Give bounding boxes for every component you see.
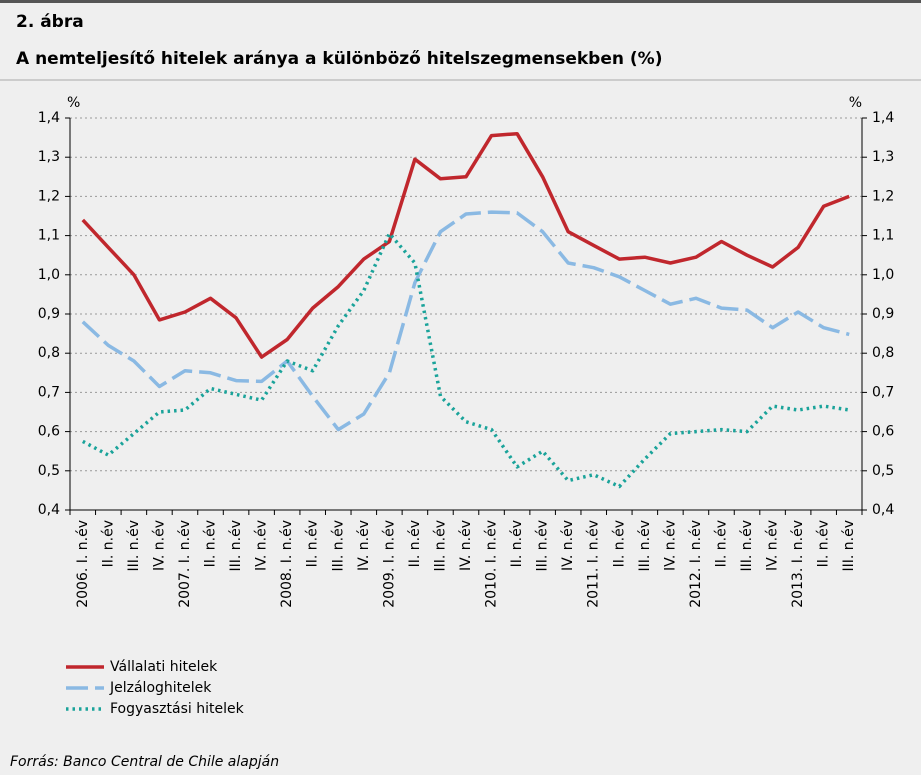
y2-tick-label: 0,6 — [872, 424, 894, 440]
x-tick-label: II. n.év — [305, 520, 321, 567]
x-tick-label: III. n.év — [432, 520, 448, 572]
y-tick-label: 1,0 — [38, 267, 60, 283]
x-tick-label: III. n.év — [841, 520, 857, 572]
y-tick-label: 0,7 — [38, 384, 60, 400]
x-tick-label: IV. n.év — [560, 520, 576, 571]
y-tick-label: 0,6 — [38, 424, 60, 440]
y2-tick-label: 1,2 — [872, 188, 894, 204]
y-tick-label: 0,8 — [38, 345, 60, 361]
y2-unit: % — [849, 95, 862, 111]
x-tick-label: III. n.év — [330, 520, 346, 572]
x-tick-label: II. n.év — [407, 520, 423, 567]
x-tick-label: 2013. I. n.év — [790, 520, 806, 608]
x-tick-label: IV. n.év — [458, 520, 474, 571]
y2-tick-label: 0,5 — [872, 463, 894, 479]
x-tick-label: 2010. I. n.év — [484, 520, 500, 608]
x-tick-label: 2007. I. n.év — [177, 520, 193, 608]
x-tick-label: III. n.év — [637, 520, 653, 572]
y-tick-label: 1,3 — [38, 149, 60, 165]
y-tick-label: 1,1 — [38, 228, 60, 244]
y-tick-label: 0,5 — [38, 463, 60, 479]
x-tick-label: 2011. I. n.év — [586, 520, 602, 608]
x-tick-label: II. n.év — [509, 520, 525, 567]
x-tick-label: IV. n.év — [765, 520, 781, 571]
top-bar — [0, 0, 921, 3]
series-line — [81, 210, 850, 432]
y-unit: % — [67, 95, 80, 111]
x-tick-label: IV. n.év — [662, 520, 678, 571]
y2-tick-label: 0,4 — [872, 502, 894, 518]
y2-tick-label: 1,3 — [872, 149, 894, 165]
y2-tick-label: 0,7 — [872, 384, 894, 400]
y-tick-label: 0,4 — [38, 502, 60, 518]
x-tick-label: III. n.év — [228, 520, 244, 572]
legend-label: Vállalati hitelek — [110, 659, 218, 675]
y-tick-label: 0,9 — [38, 306, 60, 322]
figure-label: 2. ábra — [16, 12, 84, 32]
y2-tick-label: 1,1 — [872, 228, 894, 244]
legend-label: Fogyasztási hitelek — [110, 701, 245, 717]
x-tick-label: IV. n.év — [356, 520, 372, 571]
x-tick-label: III. n.év — [739, 520, 755, 572]
series-line — [81, 131, 850, 359]
chart-title: A nemteljesítő hitelek aránya a különböz… — [16, 49, 662, 69]
y2-tick-label: 0,8 — [872, 345, 894, 361]
x-tick-label: 2008. I. n.év — [279, 520, 295, 608]
source: Forrás: Banco Central de Chile alapján — [10, 754, 279, 770]
x-tick-label: III. n.év — [535, 520, 551, 572]
x-tick-label: IV. n.év — [151, 520, 167, 571]
x-tick-label: II. n.év — [203, 520, 219, 567]
y2-tick-label: 1,4 — [872, 110, 894, 126]
x-tick-label: II. n.év — [816, 520, 832, 567]
y2-tick-label: 1,0 — [872, 267, 894, 283]
x-tick-label: II. n.év — [713, 520, 729, 567]
x-tick-label: II. n.év — [100, 520, 116, 567]
x-tick-label: 2009. I. n.év — [381, 520, 397, 608]
x-tick-label: II. n.év — [611, 520, 627, 567]
y2-tick-label: 0,9 — [872, 306, 894, 322]
x-tick-label: 2012. I. n.év — [688, 520, 704, 608]
y-tick-label: 1,4 — [38, 110, 60, 126]
x-tick-label: 2006. I. n.év — [75, 520, 91, 608]
x-tick-label: IV. n.év — [254, 520, 270, 571]
series-line — [81, 231, 850, 489]
legend-label: Jelzáloghitelek — [109, 680, 212, 696]
y-tick-label: 1,2 — [38, 188, 60, 204]
x-tick-label: III. n.év — [126, 520, 142, 572]
